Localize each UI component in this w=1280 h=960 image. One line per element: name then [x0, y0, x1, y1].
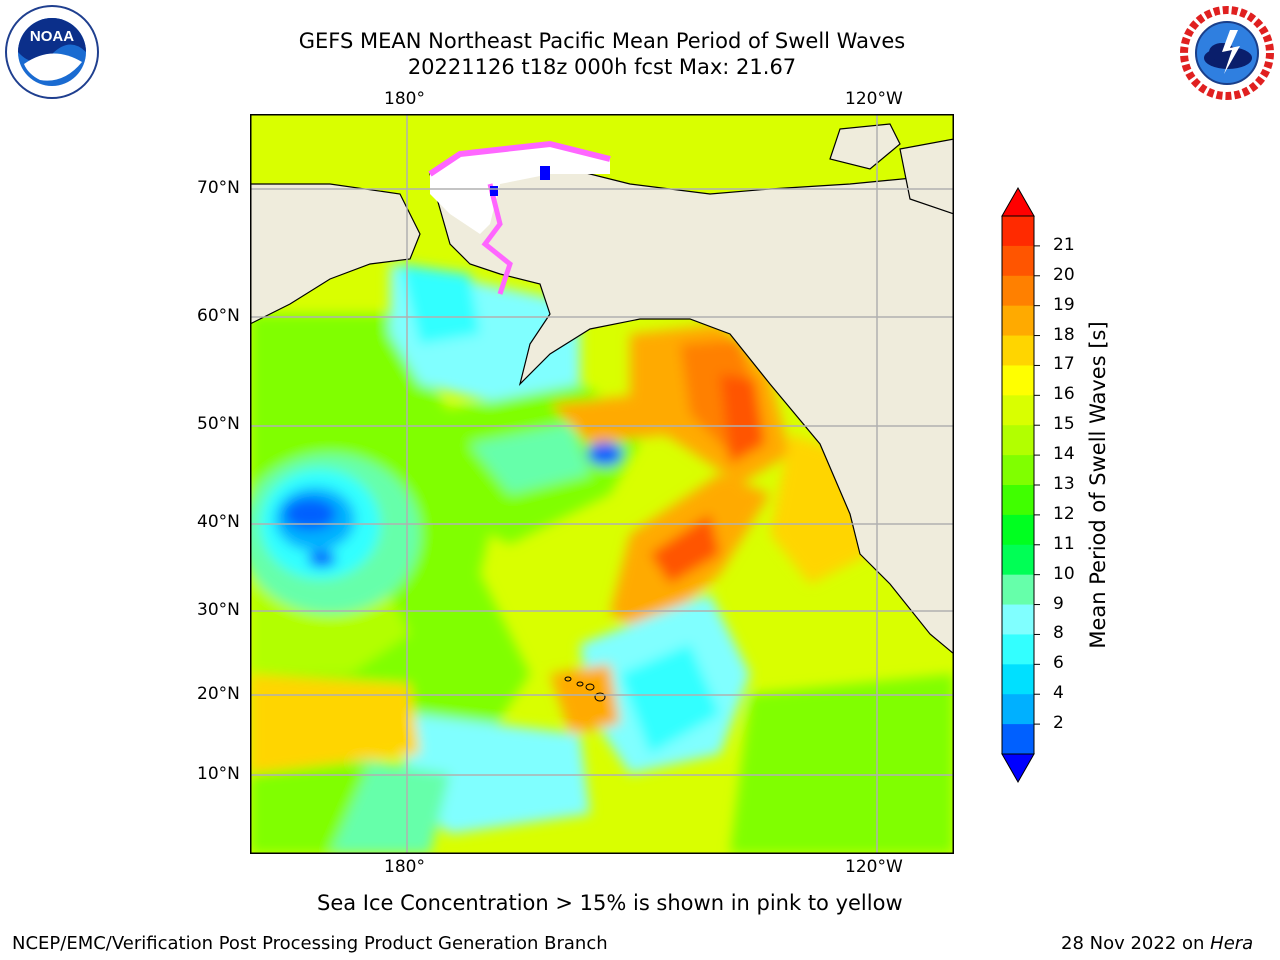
colorbar-tick-label: 18: [1053, 324, 1075, 345]
colorbar-tick-label: 10: [1053, 563, 1075, 584]
colorbar-band: [1002, 365, 1034, 396]
colorbar-band: [1002, 544, 1034, 576]
colorbar-band: [1002, 216, 1034, 247]
colorbar-min-arrow: [1001, 753, 1035, 784]
lat-label-10n: 10°N: [197, 764, 240, 784]
chart-subtitle: 20221126 t18z 000h fcst Max: 21.67: [407, 55, 797, 79]
footer-date: 28 Nov 2022 on Hera: [1061, 933, 1253, 954]
colorbar-tick-label: 16: [1053, 384, 1075, 405]
footer-branch: NCEP/EMC/Verification Post Processing Pr…: [12, 933, 608, 954]
colorbar-tick-label: 14: [1053, 444, 1075, 465]
footer-date-text: 28 Nov 2022 on: [1061, 933, 1211, 954]
colorbar-max-arrow: [1001, 186, 1035, 217]
colorbar-tick-label: 8: [1053, 623, 1064, 644]
noaa-logo-icon: NOAA: [4, 4, 100, 104]
lon-label-bottom-120w: 120°W: [845, 857, 903, 877]
colorbar-tick-label: 13: [1053, 474, 1075, 494]
colorbar-band: [1002, 425, 1034, 456]
lon-label-top-180: 180°: [384, 89, 425, 109]
colorbar-tick-label: 2: [1053, 713, 1064, 734]
lat-label-50n: 50°N: [197, 414, 240, 434]
footer-host: Hera: [1210, 933, 1254, 954]
colorbar-tick-label: 15: [1053, 414, 1075, 435]
colorbar-tick-label: 9: [1053, 593, 1064, 614]
colorbar-title: Mean Period of Swell Waves [s]: [1086, 321, 1110, 649]
colorbar-tick-label: 12: [1053, 503, 1075, 524]
swell-period-map: [250, 114, 954, 854]
lon-label-top-120w: 120°W: [845, 89, 903, 109]
lat-label-30n: 30°N: [197, 600, 240, 620]
colorbar-band: [1002, 724, 1034, 755]
colorbar-band: [1002, 395, 1034, 426]
lat-label-70n: 70°N: [197, 178, 240, 198]
colorbar: [990, 180, 1050, 794]
sea-ice-caption: Sea Ice Concentration > 15% is shown in …: [317, 891, 903, 915]
colorbar-tick-label: 20: [1053, 264, 1075, 285]
colorbar-band: [1002, 604, 1034, 635]
colorbar-band: [1002, 574, 1034, 606]
hawaii-islands: [564, 676, 606, 702]
colorbar-tick-label: 6: [1053, 653, 1064, 674]
colorbar-band: [1002, 455, 1034, 486]
lon-label-bottom-180: 180°: [384, 857, 425, 877]
land-areas: [250, 123, 954, 655]
nws-logo-icon: [1178, 4, 1276, 106]
colorbar-tick-label: 21: [1053, 234, 1075, 255]
colorbar-tick-label: 11: [1053, 533, 1075, 554]
colorbar-band: [1002, 305, 1034, 337]
colorbar-band: [1002, 245, 1034, 277]
colorbar-tick-label: 4: [1053, 683, 1064, 704]
colorbar-band: [1002, 664, 1034, 695]
colorbar-band: [1002, 514, 1034, 546]
colorbar-band: [1002, 634, 1034, 665]
graticule: [250, 114, 954, 854]
lat-label-20n: 20°N: [197, 684, 240, 704]
colorbar-band: [1002, 275, 1034, 307]
lat-label-60n: 60°N: [197, 306, 240, 326]
colorbar-band: [1002, 694, 1034, 725]
chart-title: GEFS MEAN Northeast Pacific Mean Period …: [298, 29, 906, 53]
colorbar-tick-label: 19: [1053, 294, 1075, 315]
colorbar-tick-label: 17: [1053, 354, 1075, 375]
lat-label-40n: 40°N: [197, 512, 240, 532]
colorbar-band: [1002, 485, 1034, 516]
svg-text:NOAA: NOAA: [30, 28, 74, 45]
colorbar-band: [1002, 335, 1034, 366]
